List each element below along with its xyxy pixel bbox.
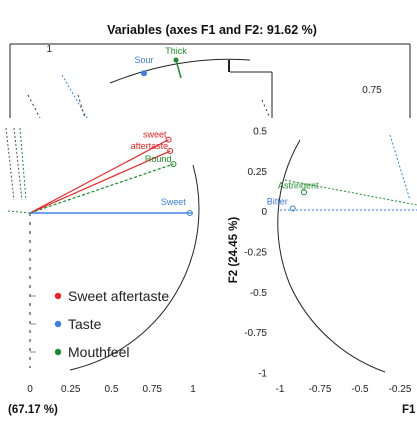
left-xtick-1: 0.25 (61, 384, 81, 395)
left-xtick-0: 0 (27, 384, 33, 395)
right-panel: Astringent Bitter 0.5 0.25 0 -0.25 -0.5 -0.75 -… (228, 118, 417, 416)
x-axis-label-right: F1 (402, 404, 416, 416)
legend: Sweet aftertaste Taste Mouthfeel (30, 288, 169, 360)
right-panel-background (270, 118, 417, 373)
left-xtick-4: 1 (190, 384, 196, 395)
left-xtick-3: 0.75 (143, 384, 163, 395)
right-ytick-6: -1 (258, 369, 267, 380)
right-xtick-2: -0.5 (351, 384, 369, 395)
legend-label-1: Taste (68, 316, 102, 332)
left-point-sweet (186, 210, 193, 216)
left-point-sweet (165, 136, 172, 143)
left-arrow-round (29, 163, 174, 214)
right-ytick-5: -0.75 (244, 328, 267, 339)
top-panel-tick-box (228, 60, 230, 72)
top-panel-circle-arc (109, 58, 251, 84)
right-point-bitter (289, 205, 296, 212)
top-panel-blue-trace (61, 74, 101, 141)
right-panel-circle (277, 139, 386, 373)
top-panel: Variables (axes F1 and F2: 91.62 %) 1 0.… (9, 23, 411, 141)
top-point-sour (141, 70, 147, 77)
right-xtick-1: -0.75 (309, 384, 332, 395)
right-ytick-0: 0.5 (253, 127, 267, 138)
top-panel-dark-trace-3 (261, 99, 271, 119)
top-label-thick: Thick (165, 46, 187, 56)
left-label-aftertaste: aftertaste (131, 141, 169, 151)
legend-label-0: Sweet aftertaste (68, 288, 169, 304)
top-arrow-thick (175, 59, 182, 79)
left-label-round: Round (145, 154, 172, 164)
left-arrow-sweet (29, 139, 169, 214)
right-ytick-1: 0.25 (248, 167, 268, 178)
left-arrow-aftertaste (29, 150, 171, 214)
chart-title: Variables (axes F1 and F2: 91.62 %) (107, 23, 317, 37)
right-xtick-0: -1 (276, 384, 285, 395)
right-point-astringent (301, 189, 307, 196)
top-panel-dark-trace-1 (27, 94, 41, 119)
left-point-aftertaste (167, 148, 174, 155)
right-panel-blue-trace (389, 134, 411, 201)
right-ytick-3: -0.25 (244, 248, 267, 259)
left-label-sweet: Sweet (161, 197, 187, 207)
right-ytick-2: 0 (261, 207, 267, 218)
right-label-bitter: Bitter (267, 196, 288, 206)
left-panel-edge-traces (5, 127, 27, 201)
right-ytick-4: -0.5 (250, 288, 268, 299)
left-xtick-2: 0.5 (105, 384, 119, 395)
left-panel-circle (69, 164, 200, 371)
top-panel-right-tick: 0.75 (362, 85, 382, 96)
legend-marker-2 (54, 348, 62, 356)
top-panel-dark-trace-2 (77, 94, 86, 119)
y-axis-label: F2 (24.45 %) (228, 217, 240, 284)
right-xtick-3: -0.25 (389, 384, 412, 395)
legend-marker-1 (54, 320, 62, 328)
legend-label-2: Mouthfeel (68, 344, 129, 360)
left-panel-background (0, 118, 217, 368)
left-point-round (170, 161, 177, 168)
left-label-sweet: sweet (143, 130, 167, 140)
right-label-astringent: Astringent (278, 180, 319, 190)
legend-marker-0 (54, 292, 62, 300)
top-label-sour: Sour (134, 55, 153, 65)
x-axis-label: (67.17 %) (8, 404, 58, 416)
top-panel-ytick: 1 (46, 44, 52, 55)
